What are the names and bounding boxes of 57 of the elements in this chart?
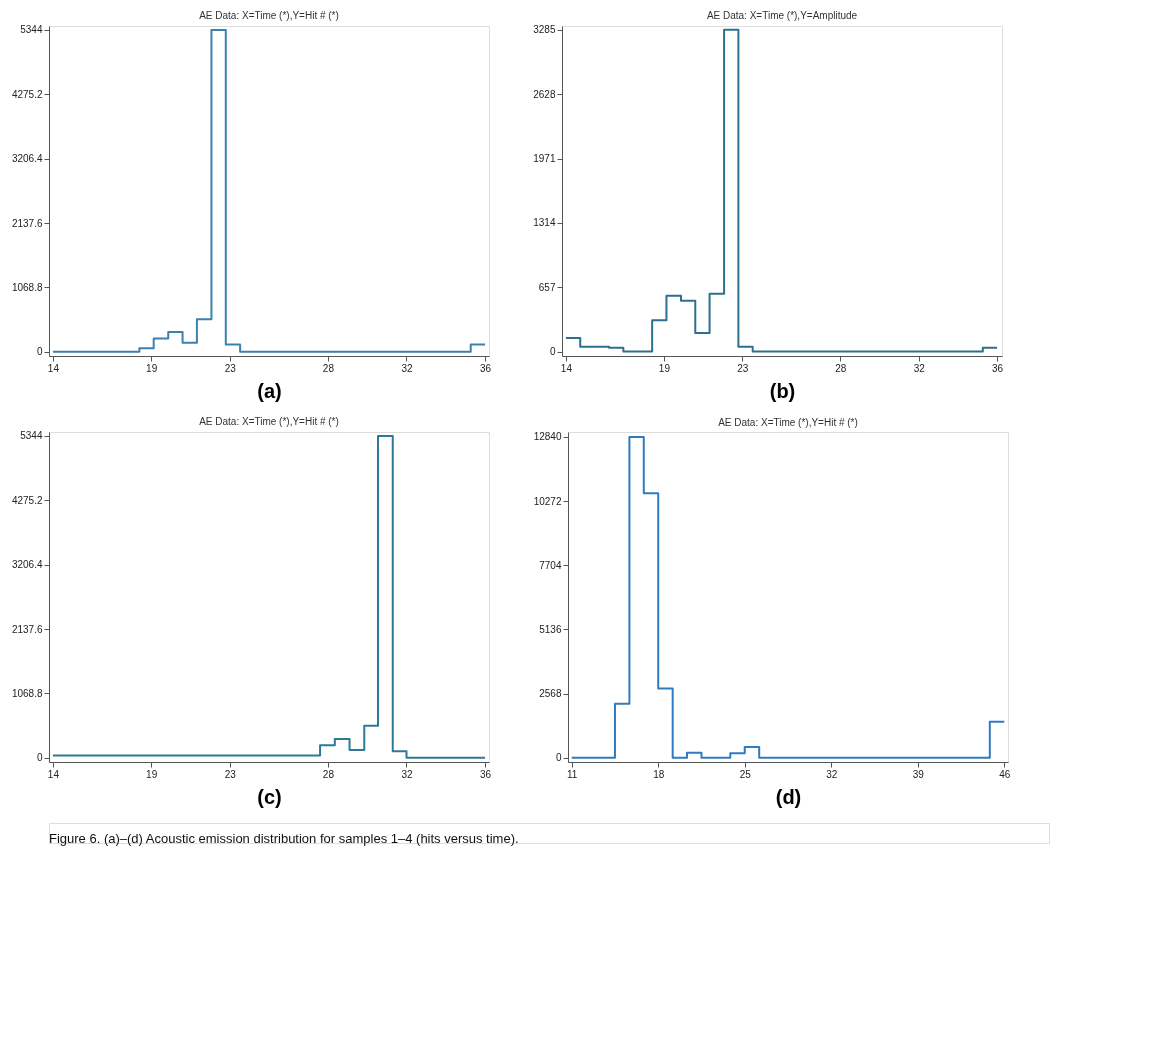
y-tick-label: 1971	[533, 153, 556, 165]
x-tick-label: 19	[146, 362, 158, 374]
chart-title: AE Data: X=Time (*),Y=Hit # (*)	[718, 417, 858, 428]
y-tick-label: 0	[555, 752, 562, 764]
y-tick-label: 2137.6	[11, 623, 43, 635]
x-axis-title: (c)	[257, 785, 282, 808]
y-tick-label: 657	[538, 281, 556, 293]
y-tick-label: 0	[36, 752, 43, 764]
x-tick-label: 25	[739, 768, 752, 780]
x-tick-label: 32	[401, 768, 413, 780]
y-tick-label: 5344	[20, 24, 43, 36]
y-tick-label: 1314	[533, 217, 556, 229]
x-tick-label: 32	[401, 362, 413, 374]
y-tick-label: 5344	[20, 430, 43, 442]
x-axis-title: (a)	[257, 379, 282, 402]
y-tick-label: 1068.8	[11, 281, 43, 293]
x-tick-label: 18	[653, 768, 665, 780]
x-tick-label: 23	[737, 362, 749, 374]
y-tick-label: 1068.8	[11, 687, 43, 699]
x-tick-label: 36	[480, 362, 492, 374]
y-tick-label: 12840	[533, 431, 562, 443]
chart-title: AE Data: X=Time (*),Y=Amplitude	[706, 9, 858, 21]
y-tick-label: 7704	[539, 559, 562, 571]
y-tick-label: 10272	[533, 495, 562, 507]
y-tick-label: 4275.2	[11, 88, 43, 100]
y-tick-label: 2628	[533, 88, 556, 100]
x-tick-label: 19	[146, 768, 158, 780]
chart-title: AE Data: X=Time (*),Y=Hit # (*)	[199, 9, 339, 21]
caption: Figure 6. (a)–(d) Acoustic emission distribution for samples 1–4 (hits versus time).	[49, 831, 519, 846]
x-tick-label: 14	[47, 362, 60, 374]
x-tick-label: 32	[913, 362, 926, 374]
y-tick-label: 5136	[539, 623, 562, 635]
x-tick-label: 14	[47, 768, 60, 780]
x-tick-label: 11	[567, 768, 578, 780]
x-tick-label: 23	[224, 362, 237, 374]
x-tick-label: 28	[835, 362, 847, 374]
y-tick-label: 3285	[533, 24, 556, 36]
x-axis-title: (b)	[769, 379, 796, 402]
x-tick-label: 32	[826, 768, 838, 780]
chart-title: AE Data: X=Time (*),Y=Hit # (*)	[199, 415, 339, 427]
x-tick-label: 23	[224, 768, 237, 780]
y-tick-label: 2137.6	[11, 217, 43, 229]
y-tick-label: 3206.4	[11, 559, 43, 571]
y-tick-label: 0	[549, 346, 556, 358]
y-tick-label: 0	[36, 346, 43, 358]
x-tick-label: 14	[560, 362, 573, 374]
x-tick-label: 46	[999, 768, 1011, 780]
x-tick-label: 28	[322, 768, 335, 780]
x-tick-label: 19	[658, 362, 671, 374]
y-tick-label: 4275.2	[11, 494, 43, 506]
x-tick-label: 36	[480, 768, 492, 780]
y-tick-label: 2568	[539, 688, 562, 700]
x-tick-label: 39	[912, 768, 925, 780]
y-tick-label: 3206.4	[11, 153, 43, 165]
x-axis-title: (d)	[775, 785, 802, 808]
x-tick-label: 36	[992, 362, 1004, 374]
x-tick-label: 28	[322, 362, 335, 374]
